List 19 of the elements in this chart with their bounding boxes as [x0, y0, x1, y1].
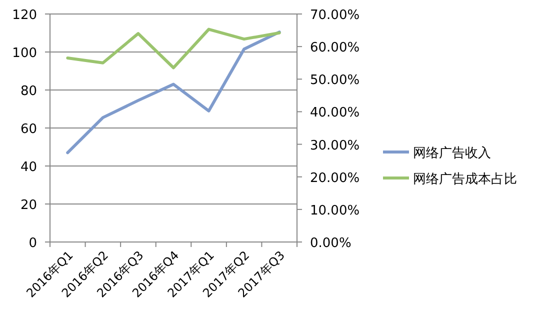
y2-tick-label: 0.00%	[310, 236, 352, 251]
line-series	[66, 28, 281, 70]
y-tick-label: 0	[28, 236, 37, 251]
y2-tick-label: 70.00%	[310, 8, 360, 23]
y2-tick-label: 60.00%	[310, 40, 360, 56]
y-tick-label: 120	[12, 8, 37, 23]
y2-tick-label: 10.00%	[310, 203, 360, 218]
y-tick-label: 100	[12, 46, 37, 61]
y-tick-label: 80	[20, 84, 37, 99]
y-tick-label: 20	[20, 198, 37, 213]
line-series	[66, 30, 281, 154]
y-tick-label: 40	[20, 160, 37, 175]
y2-tick-label: 40.00%	[310, 106, 360, 121]
legend-label: 网络广告成本占比	[413, 172, 517, 187]
y-tick-label: 60	[20, 122, 37, 137]
y2-tick-label: 20.00%	[310, 170, 360, 186]
y2-tick-label: 50.00%	[310, 73, 360, 88]
legend-label: 网络广告收入	[413, 146, 491, 161]
y2-tick-label: 30.00%	[310, 138, 360, 154]
